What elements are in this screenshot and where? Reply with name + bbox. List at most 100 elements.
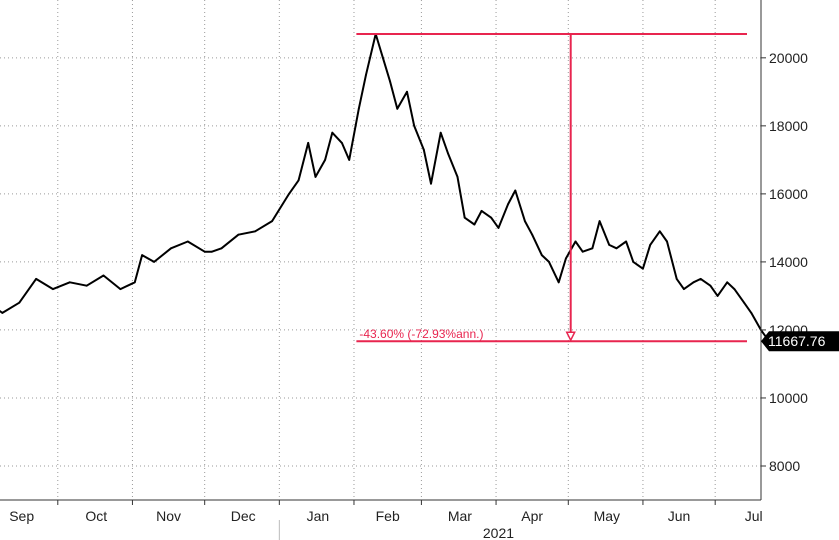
- data-point: [507, 203, 509, 206]
- data-point: [574, 240, 577, 243]
- data-point: [709, 284, 712, 287]
- data-point: [456, 176, 459, 178]
- data-point: [439, 131, 442, 134]
- data-point: [331, 131, 334, 134]
- y-tick-label: 8000: [769, 458, 800, 474]
- data-point: [153, 261, 156, 263]
- drawdown-label: -43.60% (-72.93%ann.): [359, 327, 483, 341]
- x-tick-label: Jan: [307, 508, 330, 524]
- data-point: [447, 152, 449, 155]
- data-point: [658, 230, 661, 233]
- data-point: [514, 189, 517, 192]
- x-tick-label: Feb: [376, 508, 400, 524]
- data-point: [716, 295, 719, 297]
- y-tick-label: 14000: [769, 254, 808, 270]
- year-label: 2021: [483, 525, 514, 540]
- data-point: [237, 233, 240, 236]
- x-tick-label: Nov: [156, 508, 181, 524]
- data-point: [422, 148, 425, 151]
- data-point: [608, 244, 611, 246]
- drawdown-annotation: -43.60% (-72.93%ann.): [356, 33, 747, 343]
- data-point: [625, 240, 627, 243]
- x-tick-label: Jul: [745, 508, 763, 524]
- data-point: [1, 312, 4, 314]
- data-point: [254, 230, 257, 233]
- x-tick-label: Apr: [521, 508, 543, 524]
- data-point: [463, 216, 466, 219]
- data-point: [133, 281, 136, 284]
- data-point: [675, 278, 678, 280]
- data-point: [186, 240, 189, 243]
- data-point: [692, 281, 695, 284]
- data-point: [473, 223, 476, 226]
- series-layer: [0, 33, 782, 343]
- x-tick-label: Sep: [9, 508, 34, 524]
- data-point: [203, 250, 206, 253]
- y-tick-label: 18000: [769, 118, 808, 134]
- y-tick-label: 10000: [769, 390, 808, 406]
- data-point: [524, 220, 526, 223]
- last-value-label: 11667.76: [768, 333, 826, 349]
- data-point: [413, 125, 416, 127]
- drawdown-arrow-head: [565, 331, 576, 342]
- data-point: [102, 274, 105, 277]
- data-point: [699, 278, 702, 280]
- data-point: [35, 278, 37, 280]
- data-point: [85, 284, 88, 287]
- data-point: [220, 247, 223, 250]
- data-point: [357, 107, 360, 110]
- last-value-box: [761, 331, 839, 352]
- data-point: [683, 288, 685, 290]
- data-point: [211, 250, 213, 253]
- data-point: [750, 312, 753, 314]
- data-point: [68, 281, 71, 284]
- data-point: [324, 159, 326, 161]
- x-tick-label: Mar: [448, 508, 472, 524]
- data-point: [632, 261, 635, 263]
- data-point: [119, 288, 122, 290]
- data-point: [170, 247, 172, 250]
- data-point: [348, 159, 351, 161]
- data-point: [598, 220, 601, 223]
- data-point: [615, 247, 618, 250]
- data-point: [141, 254, 144, 256]
- data-point: [666, 240, 668, 243]
- data-point: [314, 176, 317, 178]
- data-point: [540, 254, 543, 256]
- data-point: [733, 288, 736, 290]
- y-axis: 800010000120001400016000180002000011667.…: [761, 50, 839, 474]
- data-point: [389, 80, 391, 83]
- data-point: [297, 179, 300, 182]
- x-tick-label: Jun: [668, 508, 691, 524]
- grid: [0, 0, 761, 500]
- data-point: [288, 193, 290, 195]
- data-point: [581, 250, 584, 253]
- data-point: [18, 301, 21, 304]
- data-point: [430, 182, 432, 185]
- data-point: [565, 257, 567, 260]
- data-point: [341, 142, 343, 144]
- x-tick-label: Oct: [85, 508, 107, 524]
- x-axis: Sep Oct Nov Dec Jan Feb Mar Apr May Jun Jul 2021: [9, 500, 763, 540]
- x-tick-label: Dec: [231, 508, 256, 524]
- data-point: [271, 220, 273, 223]
- y-tick-label: 20000: [769, 50, 808, 66]
- data-point: [480, 210, 483, 212]
- data-point: [396, 107, 399, 110]
- data-point: [52, 288, 54, 290]
- data-point: [406, 90, 408, 93]
- data-point: [497, 227, 500, 229]
- data-point: [743, 301, 745, 304]
- data-point: [557, 281, 560, 284]
- data-point: [591, 247, 594, 250]
- data-point: [382, 56, 384, 59]
- data-point: [642, 267, 644, 270]
- data-point: [490, 216, 493, 219]
- data-point: [649, 244, 652, 246]
- data-point: [307, 142, 310, 144]
- data-point: [365, 73, 367, 76]
- data-point: [726, 281, 729, 284]
- x-tick-label: May: [594, 508, 620, 524]
